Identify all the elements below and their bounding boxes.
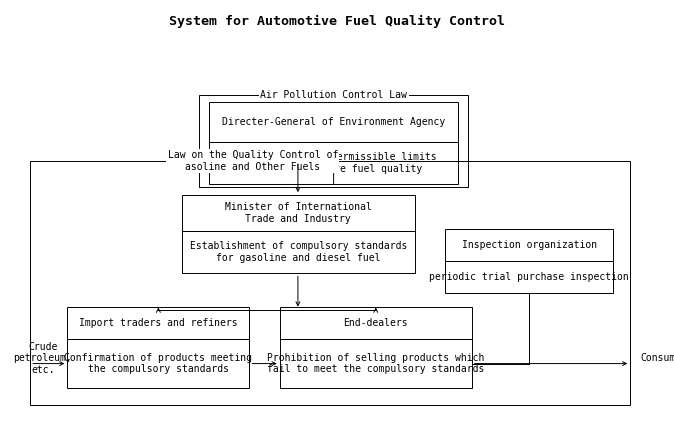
- Text: Import traders and refiners: Import traders and refiners: [79, 318, 238, 328]
- Text: Consumers: Consumers: [640, 353, 674, 363]
- Bar: [209, 102, 458, 142]
- Text: Confirmation of products meeting
the compulsory standards: Confirmation of products meeting the com…: [65, 353, 252, 374]
- Bar: [280, 307, 472, 339]
- Text: Directer-General of Environment Agency: Directer-General of Environment Agency: [222, 117, 446, 127]
- Text: Air Pollution Control Law: Air Pollution Control Law: [260, 90, 407, 100]
- Text: Prohibition of selling products which
fail to meet the compulsory standards: Prohibition of selling products which fa…: [267, 353, 485, 374]
- Bar: [445, 261, 613, 293]
- Bar: [67, 339, 249, 388]
- Bar: [445, 229, 613, 261]
- Text: Law on the Quality Control of
asoline and Other Fuels: Law on the Quality Control of asoline an…: [168, 151, 338, 172]
- Text: Minister of International
Trade and Industry: Minister of International Trade and Indu…: [225, 202, 371, 224]
- Bar: [67, 307, 249, 339]
- Bar: [182, 231, 415, 273]
- Text: System for Automotive Fuel Quality Control: System for Automotive Fuel Quality Contr…: [169, 15, 505, 28]
- Bar: [209, 142, 458, 184]
- Bar: [182, 195, 415, 231]
- Bar: [280, 339, 472, 388]
- Text: Establishment of compulsory standards
for gasoline and diesel fuel: Establishment of compulsory standards fo…: [189, 242, 407, 263]
- Text: Establishment of permissible limits
on the automotive fuel quality: Establishment of permissible limits on t…: [231, 153, 437, 174]
- Text: Crude
petroleum,
etc.: Crude petroleum, etc.: [13, 342, 72, 375]
- Text: Inspection organization: Inspection organization: [462, 240, 596, 250]
- Text: periodic trial purchase inspection: periodic trial purchase inspection: [429, 272, 629, 282]
- Bar: [199, 95, 468, 187]
- Text: End-dealers: End-dealers: [344, 318, 408, 328]
- Bar: [30, 161, 630, 405]
